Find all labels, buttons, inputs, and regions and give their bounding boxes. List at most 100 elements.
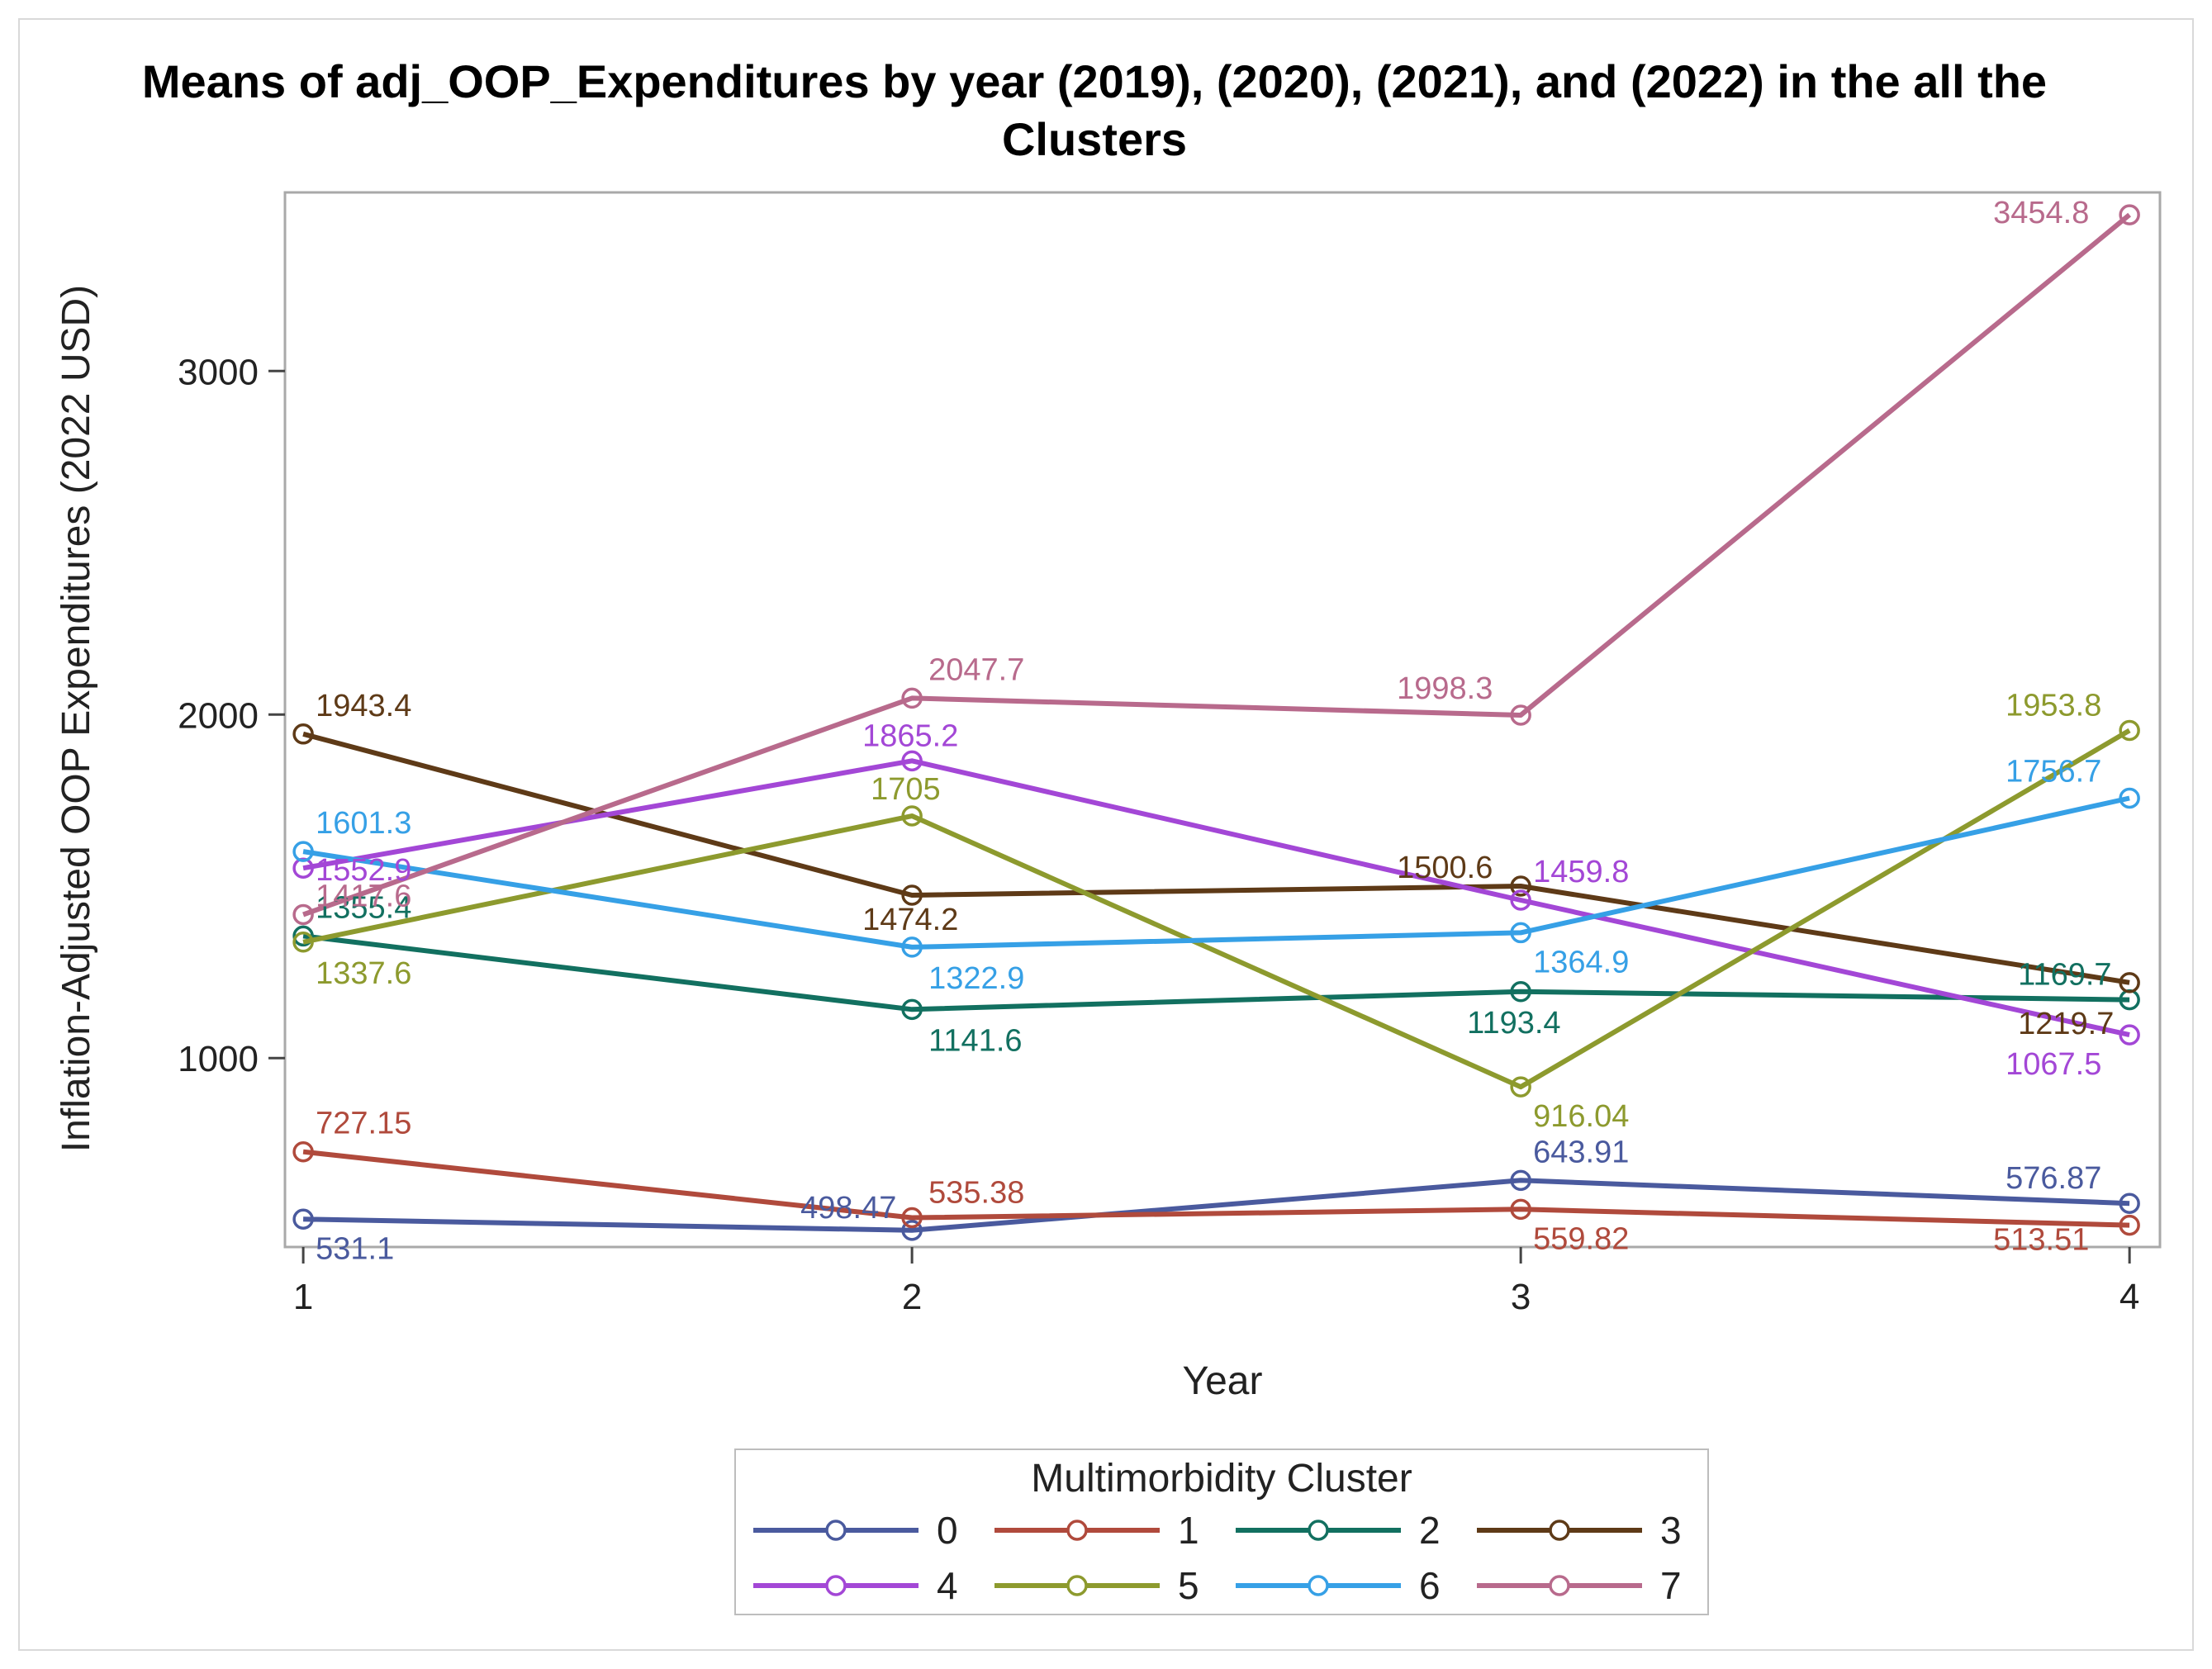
data-label: 1998.3	[1397, 671, 1493, 706]
data-point	[1510, 1169, 1531, 1192]
x-axis: 1 2 3 4	[293, 1247, 2139, 1317]
series-0	[292, 1169, 2140, 1241]
plot-area	[283, 191, 2162, 1249]
legend-title: Multimorbidity Cluster	[1031, 1457, 1412, 1501]
legend-item-7: 7	[1477, 1564, 1682, 1607]
data-point	[901, 687, 923, 709]
x-axis-label: Year	[1183, 1359, 1263, 1403]
x-tick-label: 3	[1511, 1277, 1531, 1317]
data-label: 1552.9	[316, 853, 411, 888]
y-axis-label: Inflation-Adjusted OOP Expenditures (202…	[55, 285, 98, 1152]
legend-swatch-marker	[1308, 1520, 1329, 1541]
data-point	[2119, 787, 2140, 809]
series-1	[292, 1140, 2140, 1236]
data-point	[901, 884, 923, 906]
data-label: 1322.9	[928, 961, 1024, 996]
series-line-6	[302, 795, 2130, 950]
data-label: 727.15	[316, 1107, 411, 1141]
data-label: 643.91	[1533, 1135, 1629, 1169]
legend-swatch-marker	[1066, 1520, 1088, 1541]
data-point	[1510, 875, 1531, 897]
data-label: 2047.7	[928, 652, 1024, 687]
legend-swatch-marker	[1549, 1575, 1570, 1596]
data-point	[1510, 1198, 1531, 1221]
series-4	[292, 750, 2140, 1045]
data-label: 535.38	[928, 1175, 1024, 1210]
chart-title-line-1: Means of adj_OOP_Expenditures by year (2…	[142, 55, 2047, 107]
data-label: 1459.8	[1533, 855, 1629, 889]
legend-item-1: 1	[994, 1509, 1199, 1552]
data-point	[1510, 704, 1531, 726]
data-point	[1510, 981, 1531, 1003]
data-point	[901, 1207, 923, 1229]
data-point	[292, 841, 314, 862]
data-label: 498.47	[800, 1191, 896, 1226]
data-label: 1219.7	[2018, 1007, 2114, 1041]
data-point	[901, 805, 923, 827]
series-line-2	[302, 933, 2130, 1012]
legend-label: 0	[937, 1509, 958, 1552]
legend-item-2: 2	[1236, 1509, 1441, 1552]
data-label: 1337.6	[316, 956, 411, 991]
data-label: 1943.4	[316, 689, 411, 723]
data-point	[1510, 1076, 1531, 1098]
series-line-1	[302, 1149, 2130, 1228]
data-point	[2119, 972, 2140, 993]
legend-swatch-marker	[825, 1520, 847, 1541]
series-line-7	[302, 212, 2132, 917]
data-label: 3454.8	[1993, 196, 2089, 230]
legend-swatch-marker	[1066, 1575, 1088, 1596]
data-label: 1953.8	[2006, 688, 2101, 723]
x-tick-label: 1	[293, 1277, 313, 1317]
legend-swatch-marker	[825, 1575, 847, 1596]
data-label: 531.1	[316, 1231, 394, 1266]
legend-item-6: 6	[1236, 1564, 1441, 1607]
series-line-0	[303, 1178, 2130, 1233]
data-point	[901, 1220, 923, 1241]
data-point	[2119, 719, 2140, 742]
y-tick-label: 3000	[178, 352, 259, 392]
data-label: 513.51	[1993, 1223, 2089, 1258]
legend-label: 1	[1178, 1509, 1199, 1552]
data-label: 1601.3	[316, 806, 411, 841]
y-tick-label: 1000	[178, 1039, 259, 1079]
series-2	[292, 925, 2140, 1021]
legend: Multimorbidity Cluster 0 1 2 3 4 5 6 7	[734, 1449, 1709, 1615]
y-axis: 1000 2000 3000	[178, 352, 285, 1079]
data-point	[2119, 1192, 2140, 1214]
data-label-layer: 531.1 498.47 643.91 576.87 727.15 535.38 559.8…	[316, 196, 2114, 1266]
x-tick-label: 4	[2119, 1277, 2139, 1317]
data-label: 1355.4	[316, 890, 411, 925]
legend-label: 5	[1178, 1564, 1199, 1607]
data-point	[2119, 1024, 2140, 1045]
legend-label: 7	[1660, 1564, 1682, 1607]
chart-frame	[18, 18, 2194, 1651]
legend-swatch-marker	[1549, 1520, 1570, 1541]
data-point	[292, 903, 314, 926]
data-point	[1510, 889, 1531, 911]
series-line-5	[302, 728, 2131, 1090]
legend-swatch-marker	[1308, 1575, 1329, 1596]
data-label: 559.82	[1533, 1221, 1629, 1256]
data-label: 1169.7	[2018, 958, 2111, 993]
data-label: 1500.6	[1397, 851, 1493, 885]
data-label: 1067.5	[2006, 1047, 2101, 1082]
data-label: 1193.4	[1467, 1006, 1560, 1041]
data-point	[901, 936, 923, 958]
data-point	[292, 1140, 314, 1163]
legend-label: 6	[1419, 1564, 1441, 1607]
data-point	[292, 723, 314, 745]
legend-item-4: 4	[753, 1564, 958, 1607]
series-7	[292, 204, 2140, 926]
data-point	[901, 998, 923, 1021]
data-label: 1756.7	[2006, 754, 2101, 789]
legend-items: 0 1 2 3 4 5 6 7	[753, 1509, 1682, 1607]
data-point	[292, 925, 314, 947]
data-label: 1417.6	[316, 880, 411, 914]
series-layer	[292, 204, 2140, 1241]
data-point	[2119, 1214, 2140, 1236]
series-6	[292, 787, 2140, 958]
legend-label: 4	[937, 1564, 958, 1607]
data-point	[2119, 204, 2140, 225]
series-line-4	[302, 758, 2130, 1038]
